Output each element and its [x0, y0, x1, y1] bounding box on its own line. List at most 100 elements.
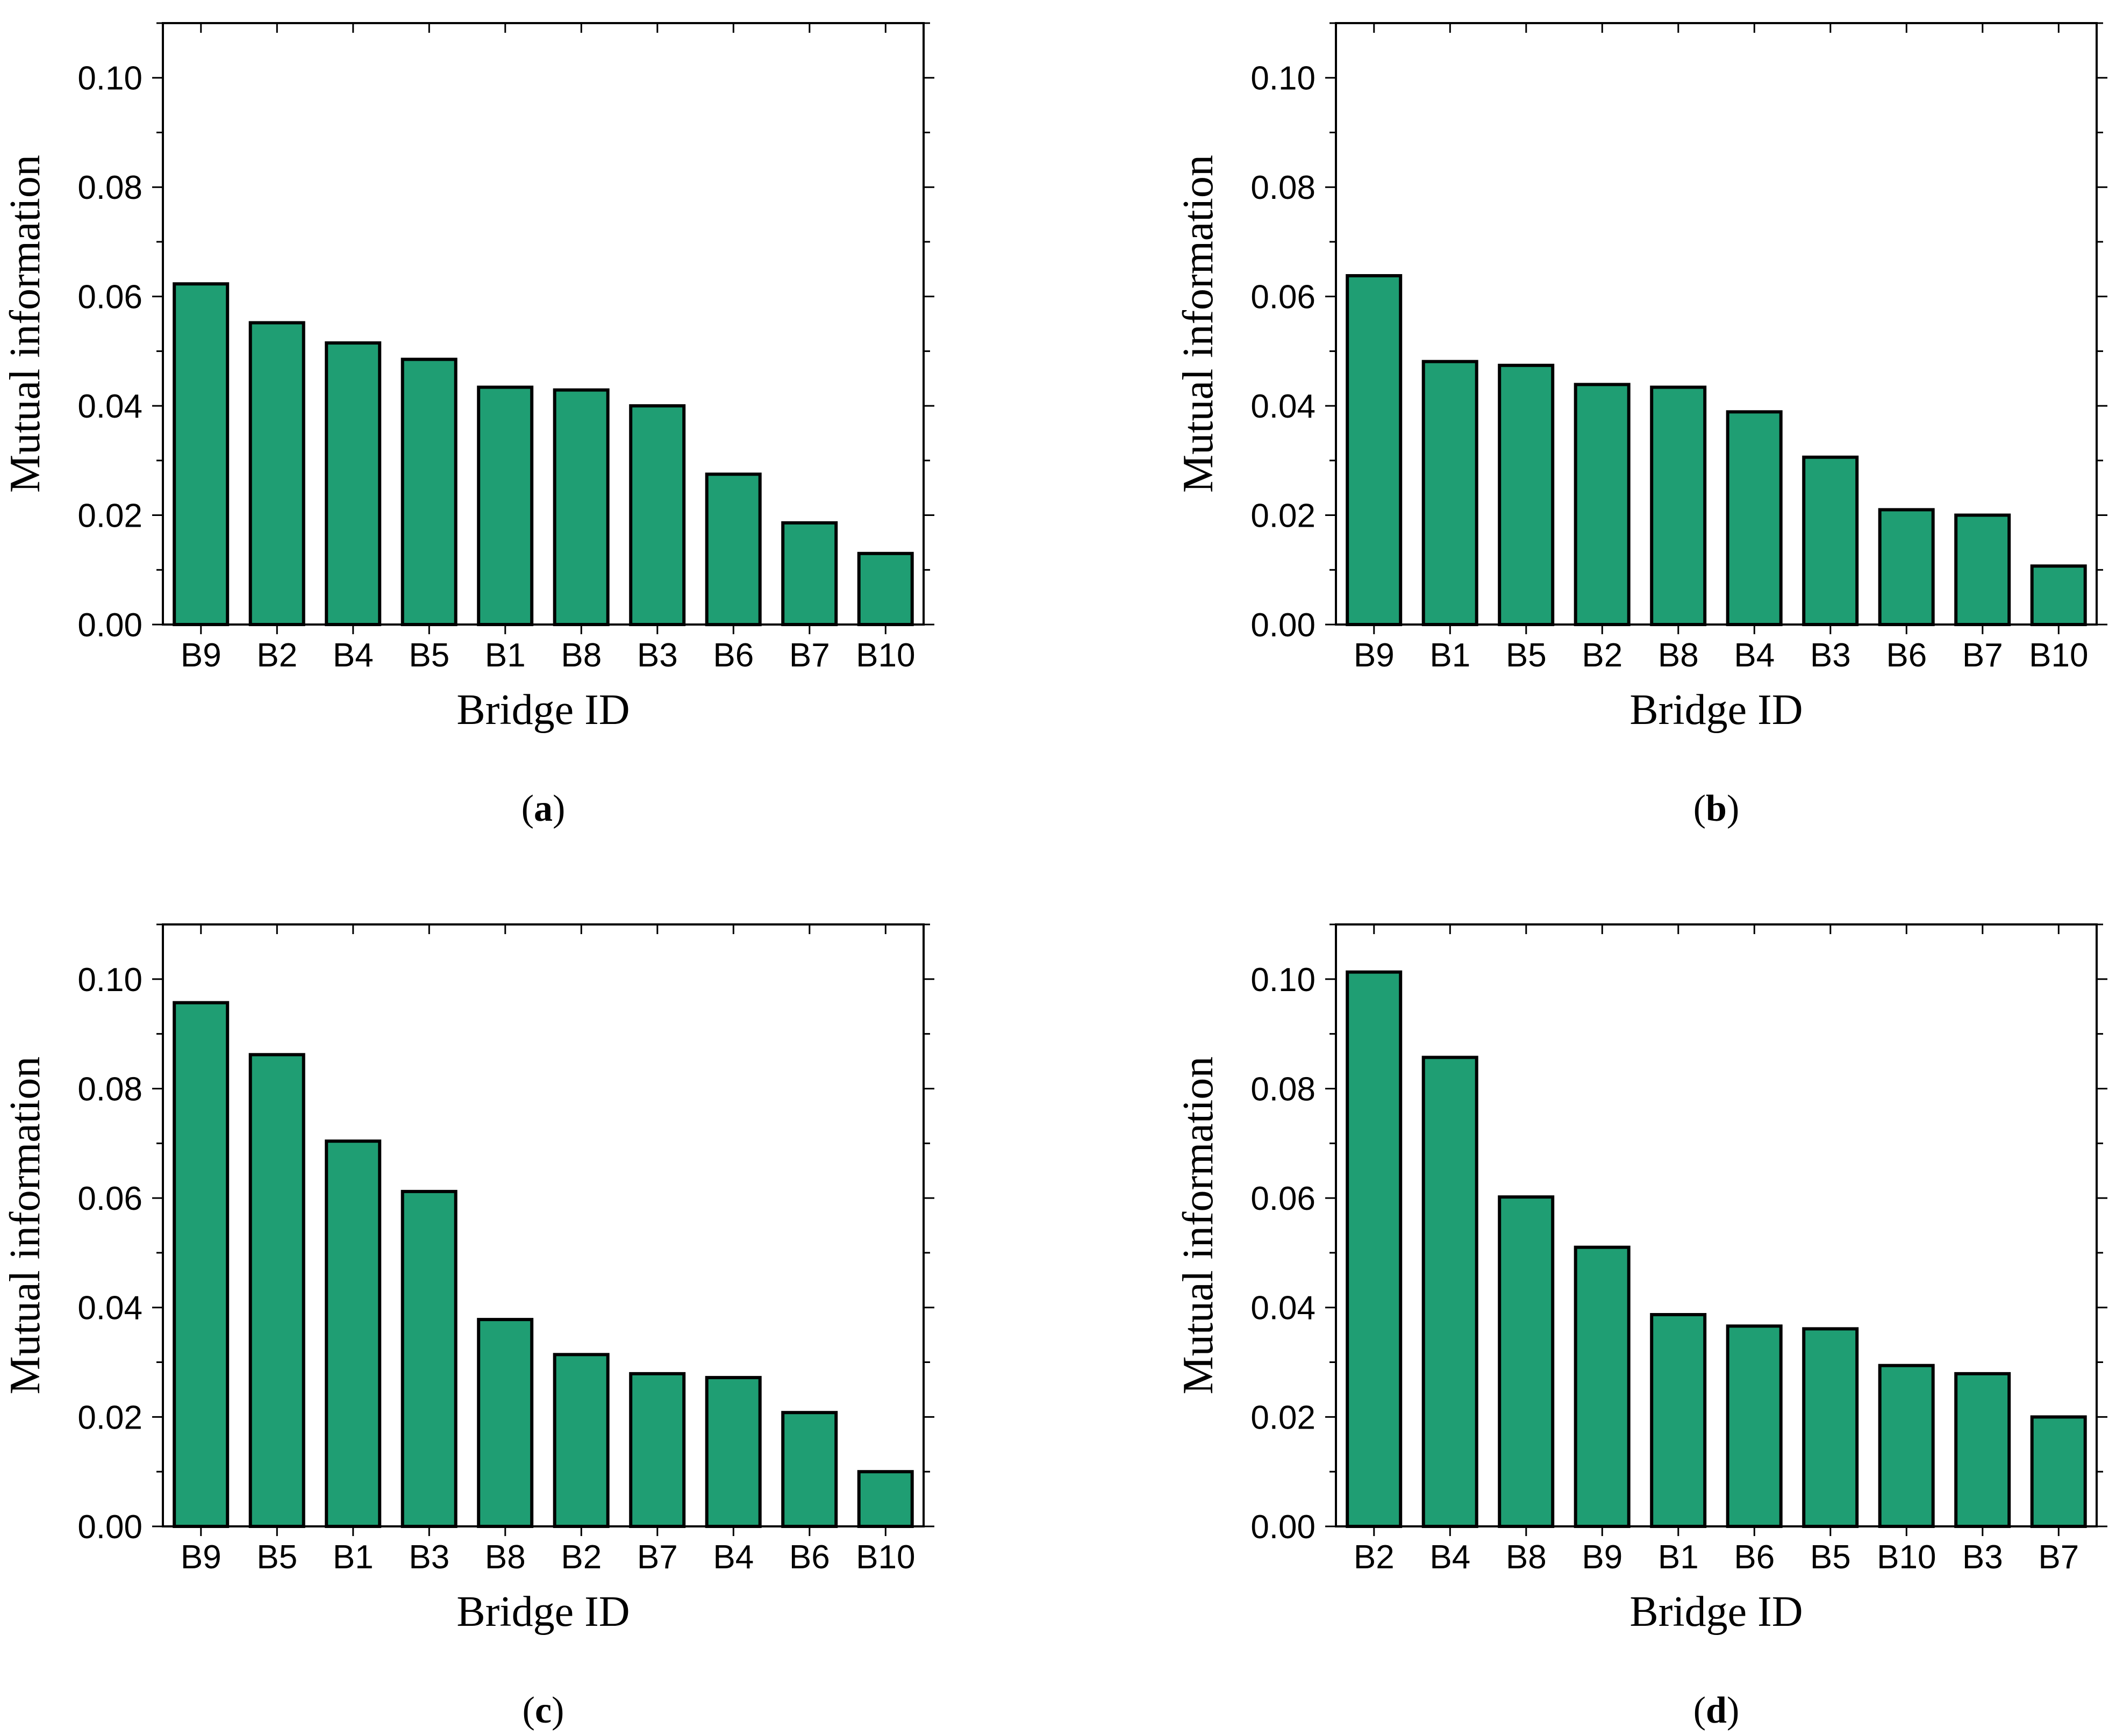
panel-caption: (b) [1693, 788, 1740, 829]
bar-b8 [1498, 1195, 1555, 1529]
x-tick-label: B6 [1734, 1539, 1775, 1576]
x-tick-label: B10 [2029, 637, 2088, 674]
bar-b5 [1802, 1327, 1859, 1528]
y-tick-label: 0.00 [77, 1509, 142, 1546]
bar-b4 [1726, 410, 1783, 626]
bar-b2 [1346, 970, 1403, 1528]
bar-b10 [857, 551, 914, 627]
bar-b4 [325, 341, 382, 626]
x-tick-label: B8 [1506, 1539, 1547, 1576]
bar-b1 [325, 1139, 382, 1528]
bar-b10 [1878, 1364, 1935, 1528]
panel-caption-close: ) [1727, 1690, 1739, 1731]
bar-b5 [248, 1053, 305, 1529]
y-tick-label: 0.08 [1250, 1071, 1316, 1108]
y-tick-label: 0.04 [1250, 388, 1316, 425]
x-tick-label: B3 [1810, 637, 1851, 674]
y-tick-label: 0.08 [77, 169, 142, 206]
x-tick-label: B10 [856, 637, 915, 674]
x-tick-label: B3 [1962, 1539, 2003, 1576]
bar-b4 [705, 1376, 762, 1529]
panel-caption-close: ) [553, 788, 565, 829]
x-tick-label: B3 [409, 1539, 449, 1576]
x-tick-label: B4 [1429, 1539, 1470, 1576]
bar-b3 [401, 1189, 457, 1528]
y-tick-label: 0.04 [77, 1290, 142, 1327]
x-tick-label: B2 [561, 1539, 602, 1576]
x-tick-label: B5 [256, 1539, 297, 1576]
axes-frame [1335, 22, 2098, 626]
x-tick-label: B7 [1962, 637, 2003, 674]
y-tick-label: 0.06 [77, 1180, 142, 1217]
bar-b7 [1954, 513, 2011, 626]
y-tick-label: 0.06 [1250, 279, 1316, 316]
x-tick-label: B6 [789, 1539, 830, 1576]
x-tick-label: B4 [713, 1539, 754, 1576]
chart-panel-b: B9 B1 B5 B2 B8 B4 B3 B6 B7 B10 0.00 0.02 0.04 0.06 0.0… [1175, 22, 2107, 829]
bar-b1 [1650, 1313, 1707, 1528]
y-tick-label: 0.08 [1250, 169, 1316, 206]
y-tick-label: 0.02 [1250, 1399, 1316, 1436]
bar-b9 [1346, 274, 1403, 626]
bar-b9 [173, 1001, 230, 1528]
x-tick-label: B5 [1506, 637, 1547, 674]
axes-frame [162, 22, 925, 626]
bar-b8 [553, 388, 610, 626]
x-axis-title: Bridge ID [456, 686, 630, 734]
chart-panel-c: B9 B5 B1 B3 B8 B2 B7 B4 B6 B10 0.00 0.02 0.04 0.06 0.0… [2, 923, 934, 1731]
y-axis-title: Mutual information [1175, 155, 1222, 493]
bar-b6 [1726, 1324, 1783, 1529]
panel-caption-close: ) [1727, 788, 1739, 829]
x-tick-label: B2 [1582, 637, 1622, 674]
x-tick-label: B8 [561, 637, 602, 674]
y-axis-title: Mutual information [2, 155, 49, 493]
panel-caption-open: ( [523, 1690, 535, 1731]
bar-b4 [1421, 1056, 1478, 1528]
y-tick-label: 0.00 [77, 607, 142, 644]
y-axis-title: Mutual information [1175, 1057, 1222, 1395]
x-tick-label: B3 [637, 637, 678, 674]
axes-frame [1335, 923, 2098, 1527]
y-tick-label: 0.00 [1250, 607, 1316, 644]
panel-caption-letter: c [535, 1690, 552, 1731]
x-tick-label: B1 [1429, 637, 1470, 674]
chart-panel-a: B9 B2 B4 B5 B1 B8 B3 B6 B7 B10 0.00 0.02 0.04 0.06 0.0… [2, 22, 934, 829]
bar-b1 [477, 385, 534, 626]
bar-b1 [1421, 360, 1478, 626]
bar-b7 [2030, 1415, 2087, 1528]
panel-caption-letter: a [534, 788, 553, 829]
x-tick-label: B4 [333, 637, 374, 674]
y-tick-label: 0.02 [1250, 498, 1316, 535]
x-tick-label: B5 [1810, 1539, 1851, 1576]
bar-b3 [629, 404, 686, 626]
x-tick-label: B9 [181, 637, 221, 674]
x-tick-label: B8 [485, 1539, 526, 1576]
x-tick-label: B5 [409, 637, 449, 674]
y-tick-label: 0.02 [77, 498, 142, 535]
x-tick-label: B10 [1877, 1539, 1936, 1576]
panel-caption: (c) [523, 1690, 564, 1731]
bar-b5 [401, 357, 457, 626]
x-tick-label: B6 [713, 637, 754, 674]
y-tick-label: 0.10 [1250, 962, 1316, 999]
x-tick-label: B7 [2038, 1539, 2079, 1576]
y-tick-label: 0.06 [1250, 1180, 1316, 1217]
panel-caption-open: ( [521, 788, 534, 829]
x-tick-label: B9 [1582, 1539, 1622, 1576]
y-tick-label: 0.04 [77, 388, 142, 425]
bar-b10 [857, 1470, 914, 1528]
y-tick-label: 0.06 [77, 279, 142, 316]
x-tick-label: B6 [1886, 637, 1927, 674]
x-tick-label: B4 [1734, 637, 1775, 674]
x-axis-title: Bridge ID [1629, 1588, 1803, 1635]
panel-caption-letter: d [1706, 1690, 1727, 1731]
bar-b10 [2030, 564, 2087, 626]
bar-b8 [1650, 385, 1707, 626]
y-tick-label: 0.04 [1250, 1290, 1316, 1327]
bar-b3 [1802, 455, 1859, 626]
bar-b3 [1954, 1372, 2011, 1528]
x-tick-label: B9 [181, 1539, 221, 1576]
bar-b7 [781, 521, 838, 626]
x-tick-label: B2 [256, 637, 297, 674]
x-axis-title: Bridge ID [1629, 686, 1803, 734]
